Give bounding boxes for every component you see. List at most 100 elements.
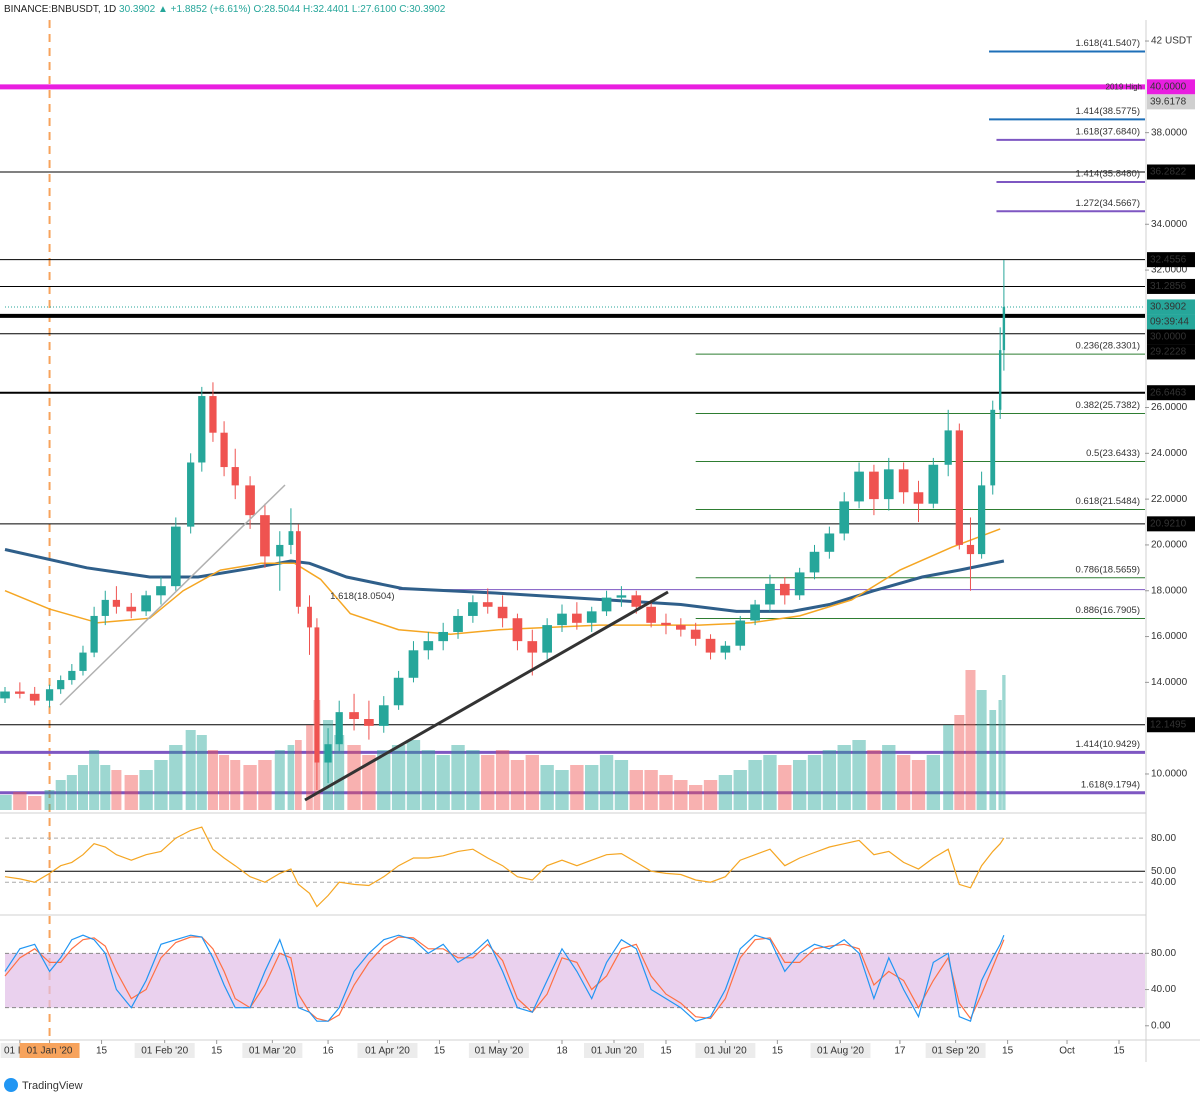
volume-bar — [778, 765, 792, 810]
x-tick-label: 17 — [894, 1046, 906, 1057]
volume-bar — [421, 750, 436, 810]
x-tick-label: 01 Sep '20 — [932, 1046, 980, 1057]
candle-body — [720, 645, 731, 653]
volume-bar — [926, 755, 941, 810]
layer-ind — [4, 826, 1145, 1023]
candle-body — [631, 595, 642, 607]
fib-label: 1.414(38.5775) — [1076, 106, 1140, 117]
y-tick-label: 26.0000 — [1151, 402, 1188, 413]
volume-bar — [629, 770, 643, 810]
countdown-box — [1147, 314, 1195, 330]
level-label: 32.4556 — [1150, 254, 1187, 265]
y-tick-label: 20.0000 — [1151, 540, 1188, 551]
candle-body — [809, 551, 820, 573]
candle-body — [314, 627, 320, 763]
volume-bar — [599, 755, 614, 810]
x-tick-box — [695, 1043, 756, 1058]
x-tick-box — [468, 1043, 529, 1058]
y-tick-label: 42 — [1151, 36, 1163, 47]
volume-bar — [585, 765, 599, 810]
candle-body — [324, 744, 332, 763]
volume-bar — [822, 750, 837, 810]
candle-body — [335, 712, 343, 745]
current-price-label-box — [1147, 299, 1195, 315]
level-label-box — [1147, 278, 1195, 294]
volume-bar — [77, 765, 88, 810]
x-tick-label: Oct — [1059, 1046, 1075, 1057]
volume-bar — [954, 715, 965, 810]
level-label: 29.2228 — [1150, 347, 1187, 358]
candle-body — [101, 599, 109, 616]
candle-body — [512, 618, 523, 642]
level-label-box — [1147, 164, 1195, 180]
fib-label: 1.618(41.5407) — [1076, 38, 1140, 49]
candle-body — [1002, 306, 1006, 351]
candle-body — [572, 613, 582, 623]
x-tick-label: 15 — [96, 1046, 108, 1057]
level-label: 12.1495 — [1150, 719, 1187, 730]
x-tick-label: 15 — [434, 1046, 446, 1057]
volume-bar — [976, 690, 987, 810]
candle-body — [378, 705, 389, 726]
candle-body — [187, 462, 195, 527]
candle-body — [913, 492, 924, 504]
volume-bar — [659, 775, 673, 810]
y-tick-label: 32.0000 — [1151, 265, 1188, 276]
volume-bar — [185, 730, 196, 810]
candle-body — [557, 613, 567, 626]
volume-bar — [219, 755, 230, 810]
x-tick-label: 15 — [1002, 1046, 1014, 1057]
candle-body — [661, 622, 671, 626]
volume-bar — [943, 725, 954, 810]
fib-label: 0.5(23.6433) — [1086, 448, 1140, 459]
trendline — [59, 484, 286, 706]
level-label-box — [1147, 79, 1195, 95]
candle-body — [898, 469, 909, 493]
candle-body — [393, 677, 404, 706]
candle-body — [288, 531, 294, 545]
level-label: 26.6463 — [1150, 387, 1187, 398]
candle-body — [928, 464, 939, 504]
candle-body — [90, 615, 98, 653]
y-tick-label: 16.0000 — [1151, 631, 1188, 642]
x-tick-box — [925, 1043, 986, 1058]
volume-bar — [139, 770, 153, 810]
candle-body — [990, 409, 996, 486]
candle-body — [616, 595, 627, 598]
volume-bar — [100, 765, 111, 810]
fib-label: 0.886(16.7905) — [1076, 605, 1140, 616]
x-tick-box — [134, 1043, 195, 1058]
candle-body — [977, 485, 986, 555]
candle-body — [295, 531, 301, 607]
candle-body — [646, 606, 656, 623]
stoch-d — [4, 936, 1005, 1022]
header: BINANCE:BNBUSDT, 1D 30.3902 ▲ +1.8852 (+… — [4, 4, 446, 15]
level-label: 36.2822 — [1150, 167, 1187, 178]
brand: TradingView — [22, 1080, 83, 1092]
candle-body — [794, 572, 805, 596]
candle-body — [735, 620, 746, 646]
x-tick-label: 01 Jan '20 — [27, 1046, 73, 1057]
candle-body — [854, 471, 864, 502]
x-tick-label: 01 Apr '20 — [365, 1046, 410, 1057]
candle-body — [260, 515, 270, 557]
layer-levels — [0, 50, 1145, 795]
high-2019-note: 2019 High — [1106, 83, 1142, 92]
volume-bar — [274, 750, 285, 810]
ohlc-open: O:28.5044 — [253, 4, 300, 15]
volume-bar — [837, 745, 851, 810]
volume-bar — [763, 755, 777, 810]
x-tick-label: 01 Aug '20 — [817, 1046, 864, 1057]
rsi-tick-label: 80.00 — [1151, 833, 1176, 844]
volume-bar — [748, 760, 762, 810]
y-tick-label: 34.0000 — [1151, 219, 1188, 230]
volume-bar — [614, 760, 629, 810]
volume-bar — [466, 750, 480, 810]
candle-body — [586, 611, 597, 623]
candle-body — [423, 641, 434, 651]
volume-bar — [896, 755, 911, 810]
level-label-box — [1147, 717, 1195, 733]
volume-bar — [867, 750, 881, 810]
x-tick-label: 01 Feb '20 — [141, 1046, 188, 1057]
